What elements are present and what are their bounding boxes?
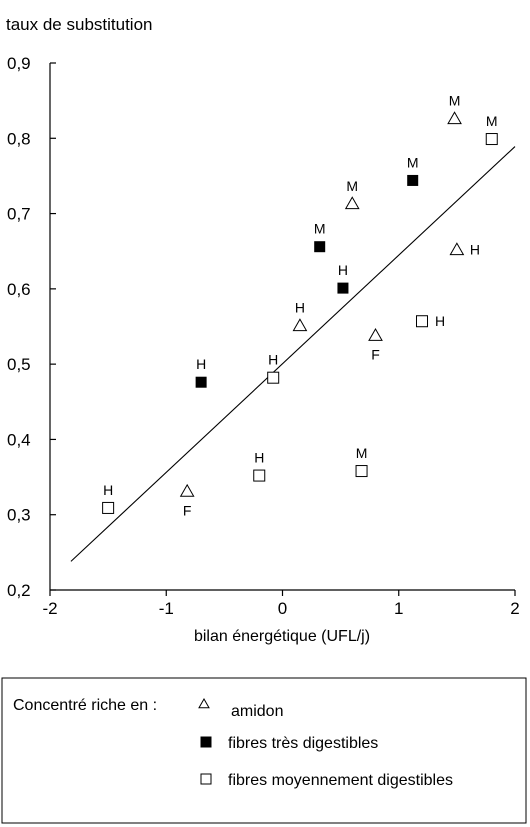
- y-axis-label: taux de substitution: [6, 15, 152, 34]
- y-tick-label: 0,2: [7, 581, 31, 600]
- legend-marker: [200, 773, 212, 785]
- legend-box: [1, 677, 527, 824]
- x-tick-label: -2: [42, 599, 57, 618]
- x-axis-label: bilan énergétique (UFL/j): [194, 628, 370, 645]
- point-label: M: [346, 178, 358, 194]
- legend-entries: amidon fibres très digestibles fibres moye…: [198, 697, 453, 789]
- y-tick-label: 0,8: [7, 129, 31, 148]
- legend-prefix: Concentré riche en :: [13, 697, 157, 714]
- data-point: [368, 328, 383, 341]
- x-tick-label: -1: [159, 599, 174, 618]
- data-point: [355, 465, 368, 478]
- point-label: F: [183, 502, 192, 518]
- data-point: [485, 133, 498, 146]
- legend-label: fibres moyennement digestibles: [228, 772, 453, 789]
- y-ticks: 0,2 0,3 0,4 0,5 0,6 0,7 0,8 0,9: [7, 54, 56, 600]
- point-label: H: [295, 300, 305, 316]
- point-label: M: [314, 221, 326, 237]
- legend-label: fibres très digestibles: [228, 735, 378, 752]
- data-point: [416, 315, 428, 328]
- data-point: [447, 111, 462, 125]
- regression-line-group: [70, 146, 516, 562]
- x-ticks: -2 -1 0 1 2: [42, 590, 520, 618]
- y-tick-label: 0,7: [7, 205, 31, 224]
- point-label: H: [254, 450, 264, 466]
- y-tick-label: 0,6: [7, 280, 31, 299]
- legend-marker: [198, 697, 210, 709]
- point-label: H: [435, 313, 445, 329]
- point-label: M: [486, 113, 498, 129]
- x-tick-label: 0: [278, 599, 287, 618]
- y-tick-label: 0,5: [7, 355, 31, 374]
- regression-line: [70, 146, 516, 562]
- data-point: [344, 196, 360, 210]
- legend-marker: [200, 736, 212, 748]
- data-point: [195, 376, 207, 388]
- point-label: M: [356, 445, 368, 461]
- y-tick-label: 0,4: [7, 430, 31, 449]
- point-label: F: [371, 347, 380, 363]
- point-label: H: [338, 262, 348, 278]
- data-point: [407, 174, 419, 186]
- point-label: H: [103, 482, 113, 498]
- data-point: [102, 501, 115, 514]
- data-point: [292, 318, 308, 332]
- point-label: H: [268, 352, 278, 368]
- x-tick-label: 2: [510, 599, 519, 618]
- x-tick-label: 1: [394, 599, 403, 618]
- point-label: M: [449, 93, 461, 109]
- data-point: [314, 241, 326, 253]
- y-tick-label: 0,3: [7, 506, 31, 525]
- data-point: [253, 469, 266, 482]
- point-label: H: [196, 356, 206, 372]
- point-label: M: [407, 154, 419, 170]
- point-label: H: [470, 242, 480, 258]
- data-point: [267, 371, 280, 384]
- data-point: [179, 483, 195, 497]
- data-points: M M H H F F M M H H M H H H M H: [102, 93, 498, 518]
- data-point: [337, 282, 349, 294]
- data-point: [449, 242, 465, 256]
- legend-label: amidon: [231, 703, 283, 720]
- y-tick-label: 0,9: [7, 54, 31, 73]
